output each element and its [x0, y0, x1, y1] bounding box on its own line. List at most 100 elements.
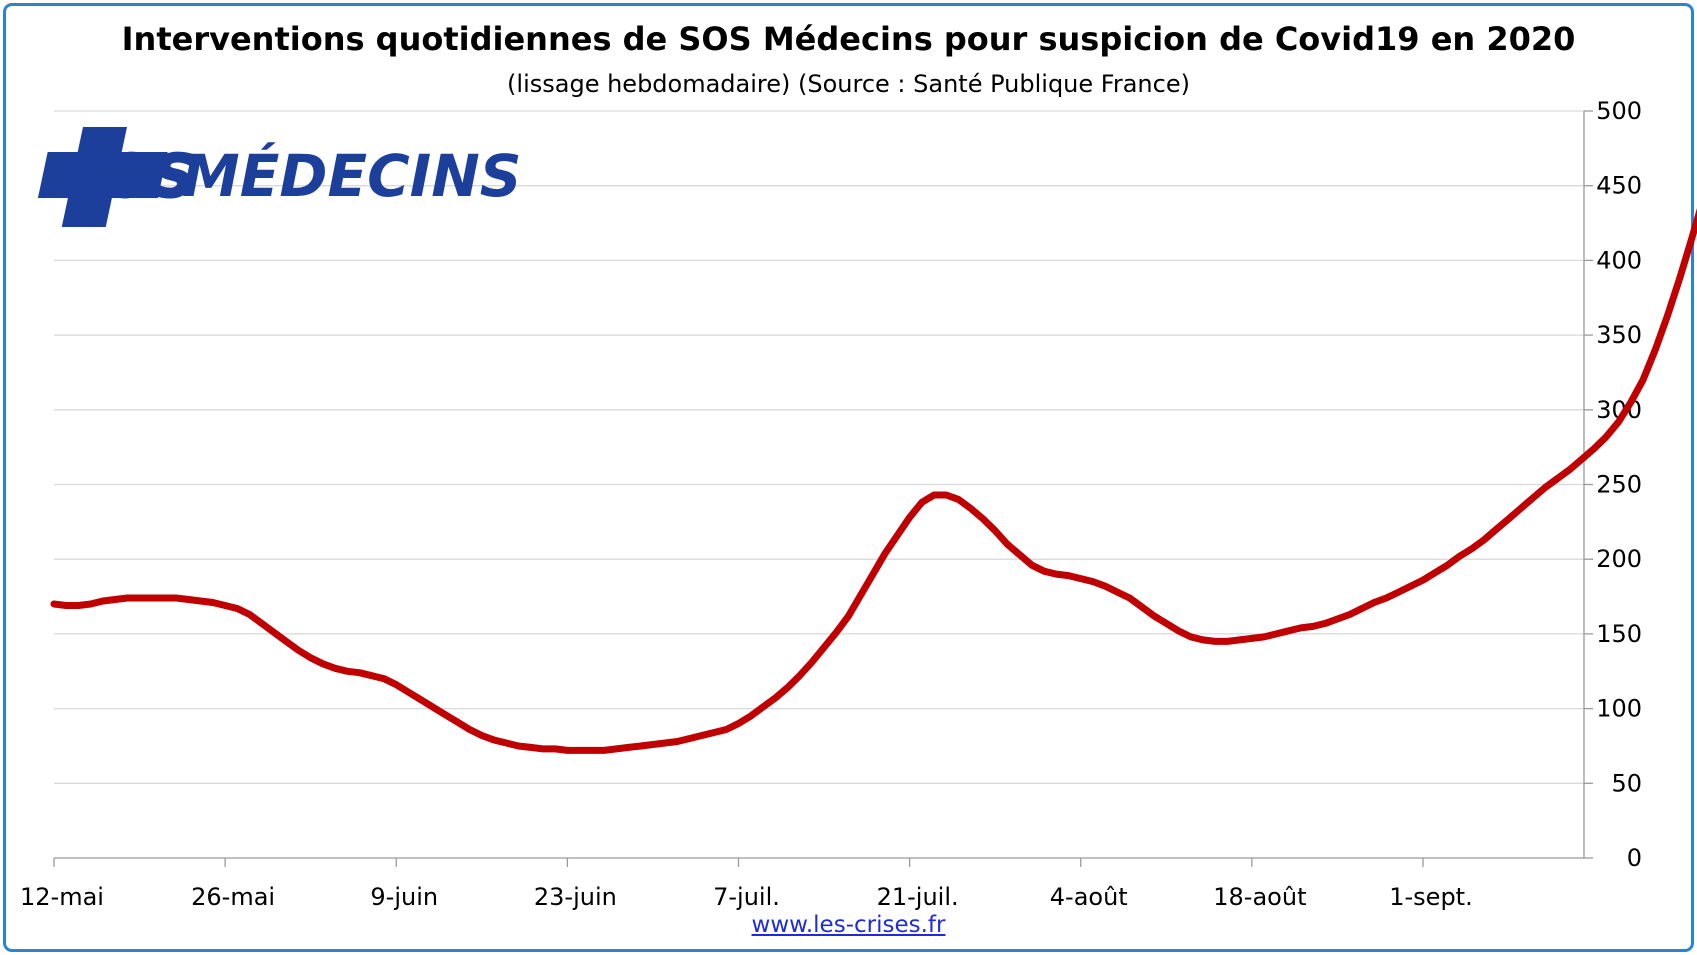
- data-point: [236, 608, 238, 609]
- data-point: [566, 749, 568, 751]
- y-tick-label: 0: [1627, 844, 1642, 872]
- sos-medecins-logo: SOS MÉDECINS: [37, 127, 522, 227]
- data-point: [896, 534, 898, 536]
- data-point: [420, 699, 422, 701]
- data-point: [1336, 618, 1338, 620]
- chart-frame: [3, 3, 1694, 952]
- data-point: [958, 498, 959, 500]
- data-point: [1569, 469, 1571, 471]
- data-point: [1459, 555, 1461, 557]
- y-tick-label: 500: [1596, 97, 1642, 125]
- data-point: [346, 670, 348, 672]
- data-point: [823, 646, 825, 648]
- data-point: [1104, 585, 1106, 587]
- chart-title: Interventions quotidiennes de SOS Médeci…: [121, 20, 1576, 58]
- data-point: [542, 748, 544, 750]
- data-point: [921, 501, 923, 503]
- x-tick-label: 4-août: [1050, 883, 1128, 911]
- x-tick-label: 21-juil.: [877, 883, 959, 911]
- data-point: [432, 706, 434, 708]
- data-point: [469, 729, 471, 730]
- data-point: [1630, 401, 1632, 403]
- data-point: [554, 748, 556, 750]
- data-point: [1275, 633, 1277, 635]
- x-tick-label: 12-mai: [20, 883, 104, 911]
- data-point: [579, 749, 581, 751]
- data-point: [945, 494, 947, 496]
- data-point: [994, 530, 996, 532]
- data-point: [1214, 640, 1216, 642]
- data-point: [1251, 637, 1253, 639]
- data-point: [1434, 572, 1436, 574]
- x-tick-label: 26-mai: [191, 883, 275, 911]
- data-point: [591, 749, 593, 751]
- data-point: [738, 723, 739, 724]
- data-point: [505, 742, 507, 744]
- data-point: [395, 684, 397, 686]
- data-point: [1483, 539, 1485, 541]
- data-point: [1446, 564, 1448, 566]
- data-point: [799, 675, 801, 677]
- data-point: [310, 657, 312, 659]
- data-point: [982, 518, 984, 520]
- data-point: [1618, 421, 1620, 423]
- data-point: [1165, 622, 1167, 624]
- data-point: [1202, 639, 1204, 641]
- data-point: [1593, 448, 1595, 450]
- data-point: [1312, 625, 1314, 627]
- data-point: [774, 697, 776, 699]
- data-point: [212, 602, 214, 603]
- y-tick-label: 50: [1611, 769, 1642, 797]
- y-tick-label: 250: [1596, 471, 1642, 499]
- data-point: [530, 746, 532, 748]
- data-point: [933, 494, 935, 496]
- data-point: [1422, 579, 1424, 581]
- data-point: [1190, 636, 1192, 638]
- gridlines: [54, 110, 1584, 784]
- data-point: [1043, 570, 1045, 572]
- data-point: [701, 735, 703, 736]
- data-point: [261, 622, 263, 624]
- data-point: [298, 649, 299, 651]
- source-link[interactable]: www.les-crises.fr: [751, 912, 946, 938]
- data-point: [603, 749, 605, 751]
- data-point: [163, 597, 165, 599]
- data-point: [371, 675, 373, 677]
- data-point: [1178, 630, 1179, 632]
- data-point: [285, 640, 287, 642]
- data-point: [1092, 581, 1094, 583]
- data-point: [664, 742, 666, 744]
- data-point: [1068, 575, 1069, 577]
- data-point: [65, 605, 67, 606]
- data-point: [383, 678, 385, 680]
- data-point: [1361, 608, 1363, 609]
- data-point: [1239, 639, 1241, 641]
- data-point: [1080, 578, 1082, 580]
- data-point: [518, 745, 519, 747]
- data-point: [1642, 379, 1644, 381]
- data-point: [1581, 458, 1583, 460]
- data-point: [1508, 518, 1510, 520]
- data-point: [1373, 602, 1375, 603]
- data-point: [322, 663, 324, 665]
- series-line: [50, 208, 1697, 754]
- x-tick-label: 9-juin: [370, 883, 438, 911]
- data-point: [1544, 487, 1546, 488]
- data-point: [139, 597, 141, 599]
- data-point: [273, 631, 275, 633]
- data-point: [750, 715, 752, 717]
- x-tick-label: 1-sept.: [1389, 883, 1472, 911]
- data-point: [762, 706, 764, 708]
- data-point: [713, 732, 715, 733]
- series-layer: [50, 208, 1697, 754]
- data-point: [53, 603, 55, 605]
- data-point: [77, 605, 79, 606]
- x-tick-label: 23-juin: [534, 883, 617, 911]
- data-point: [1324, 622, 1326, 624]
- data-point: [1679, 277, 1681, 279]
- data-point: [1410, 585, 1412, 587]
- logo-text-medecins: MÉDECINS: [182, 141, 522, 210]
- data-point: [1520, 507, 1522, 509]
- data-point: [1263, 636, 1265, 638]
